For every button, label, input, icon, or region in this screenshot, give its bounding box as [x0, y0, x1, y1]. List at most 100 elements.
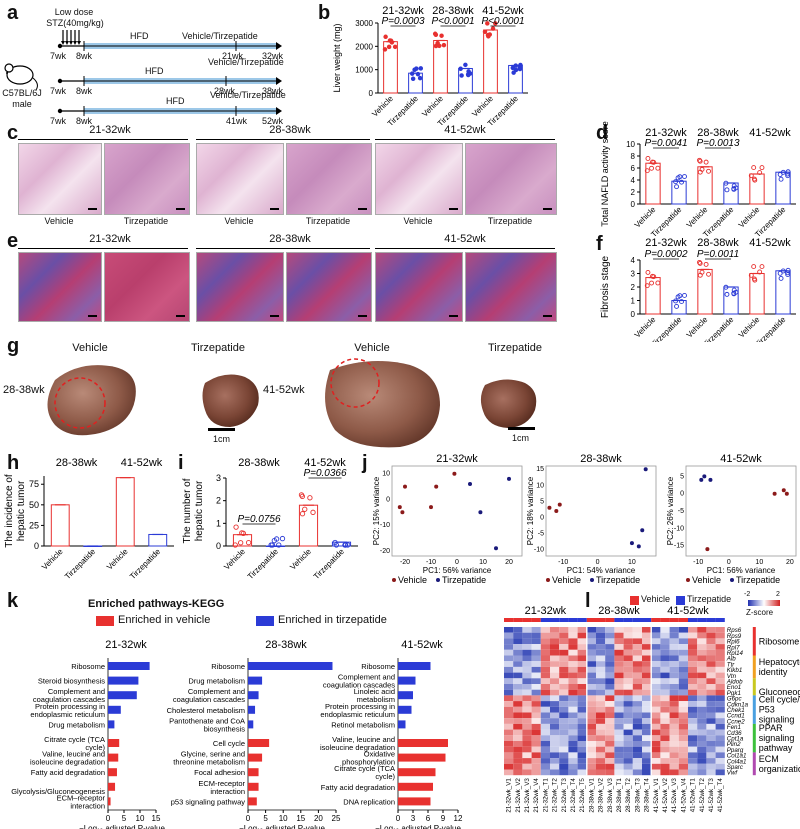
- sample-label: 28-38wk_V1: [588, 778, 595, 813]
- pathway-bar: [398, 768, 436, 777]
- heatmap-cell: [715, 735, 725, 741]
- heatmap-cell: [632, 627, 642, 633]
- heatmap-cell: [614, 655, 624, 662]
- data-point: [649, 280, 655, 286]
- heatmap-cell: [688, 695, 698, 702]
- heatmap-cell: [715, 627, 725, 633]
- data-point: [517, 66, 523, 72]
- heatmap-cell: [632, 729, 642, 736]
- heatmap-cell: [697, 723, 707, 730]
- group-title: 28-38wk: [238, 457, 280, 469]
- pca-frame: [545, 465, 657, 557]
- x-tick-label: 0: [596, 559, 600, 566]
- y-tick-label: -20: [380, 548, 390, 555]
- heatmap-cell: [522, 678, 532, 684]
- heatmap-cell: [513, 644, 523, 650]
- gene-label: Rpl6: [727, 639, 740, 646]
- heatmap-cell: [651, 701, 661, 707]
- pathway-label: Protein processing in: [35, 702, 105, 711]
- heatmap-cell: [623, 706, 633, 713]
- heatmap-cell: [706, 758, 716, 764]
- module-label: signaling: [759, 715, 795, 725]
- data-point: [748, 272, 754, 278]
- heatmap-cell: [531, 649, 541, 656]
- heatmap-cell: [504, 638, 514, 645]
- heatmap-cell: [706, 638, 716, 645]
- g-scale-2: 1cm: [512, 433, 530, 443]
- heatmap-cell: [586, 672, 596, 679]
- heatmap-cell: [559, 632, 569, 639]
- heatmap-cell: [504, 746, 514, 753]
- heatmap-cell: [605, 666, 615, 673]
- legend-label: Tirzepatide: [596, 575, 640, 585]
- module-bar: [752, 655, 756, 679]
- heatmap-cell: [559, 718, 569, 724]
- heatmap-cell: [522, 712, 532, 719]
- pathway-bar: [248, 797, 257, 806]
- heatmap-cell: [642, 769, 652, 776]
- heatmap-cell: [559, 712, 569, 719]
- heatmap-cell: [504, 689, 514, 696]
- bar: [433, 40, 448, 94]
- x-tick-label: 5: [122, 814, 127, 823]
- row2-start: 7wk: [50, 86, 67, 96]
- panel-label-g: g: [7, 335, 20, 357]
- x-tick-label: Vehicle: [288, 547, 313, 572]
- gene-label: Alb: [726, 656, 737, 663]
- heatmap-cell: [678, 655, 688, 662]
- g-label-vehicle-2: Vehicle: [354, 342, 390, 354]
- heatmap-cell: [513, 661, 523, 667]
- heatmap-cell: [642, 672, 652, 679]
- heatmap-cell: [706, 735, 716, 741]
- heatmap-cell: [531, 661, 541, 667]
- pathway-label: Complement and: [48, 687, 105, 696]
- heatmap-cell: [706, 655, 716, 662]
- l-legend-tirz-swatch: [676, 596, 685, 605]
- module-bar: [752, 723, 756, 753]
- heatmap-cell: [605, 655, 615, 662]
- heatmap-cell: [540, 627, 550, 633]
- heatmap-cell: [596, 712, 606, 719]
- panel-label-k: k: [7, 590, 19, 612]
- heatmap-cell: [623, 752, 633, 759]
- y-tick-label: -5: [538, 531, 544, 538]
- heatmap-cell: [559, 649, 569, 656]
- sample-label: 41-52wk_V2: [662, 778, 669, 813]
- heatmap-cell: [522, 752, 532, 759]
- heatmap-cell: [531, 729, 541, 736]
- heatmap-cell: [678, 746, 688, 753]
- p-value: P<0.0001: [481, 16, 524, 27]
- pathway-bar: [248, 691, 259, 700]
- heatmap-cell: [669, 689, 679, 696]
- heatmap-cell: [669, 649, 679, 656]
- y-tick-label: 5: [540, 498, 544, 505]
- pathway-label: Ribosome: [71, 662, 105, 671]
- sample-label: 41-52wk_T1: [690, 778, 697, 813]
- heatmap-cell: [504, 769, 514, 776]
- heatmap-cell: [550, 769, 560, 776]
- legend-label: Vehicle: [552, 575, 581, 585]
- heatmap-cell: [577, 695, 587, 702]
- gene-label: Ttr: [727, 661, 735, 668]
- bar: [148, 533, 168, 547]
- heatmap-cell: [697, 627, 707, 633]
- heatmap-cell: [522, 735, 532, 741]
- heatmap-cell: [642, 638, 652, 645]
- heatmap-cell: [678, 632, 688, 639]
- x-tick-label: 0: [727, 559, 731, 566]
- sample-label: 28-38wk_V3: [607, 778, 614, 813]
- x-tick-label: 0: [455, 559, 459, 566]
- data-point: [439, 33, 444, 38]
- heatmap-cell: [531, 769, 541, 776]
- gene-label: Ccnd1: [727, 713, 745, 720]
- pathway-label: Ribosome: [211, 662, 245, 671]
- panel-label-d: d: [596, 122, 609, 144]
- heatmap-cell: [550, 644, 560, 650]
- heatmap-cell: [586, 627, 596, 633]
- heatmap-cell: [632, 723, 642, 730]
- row3-t1: 41wk: [226, 116, 248, 126]
- heatmap-group-label: 28-38wk: [598, 605, 640, 617]
- heatmap-cell: [715, 638, 725, 645]
- heatmap-cell: [651, 666, 661, 673]
